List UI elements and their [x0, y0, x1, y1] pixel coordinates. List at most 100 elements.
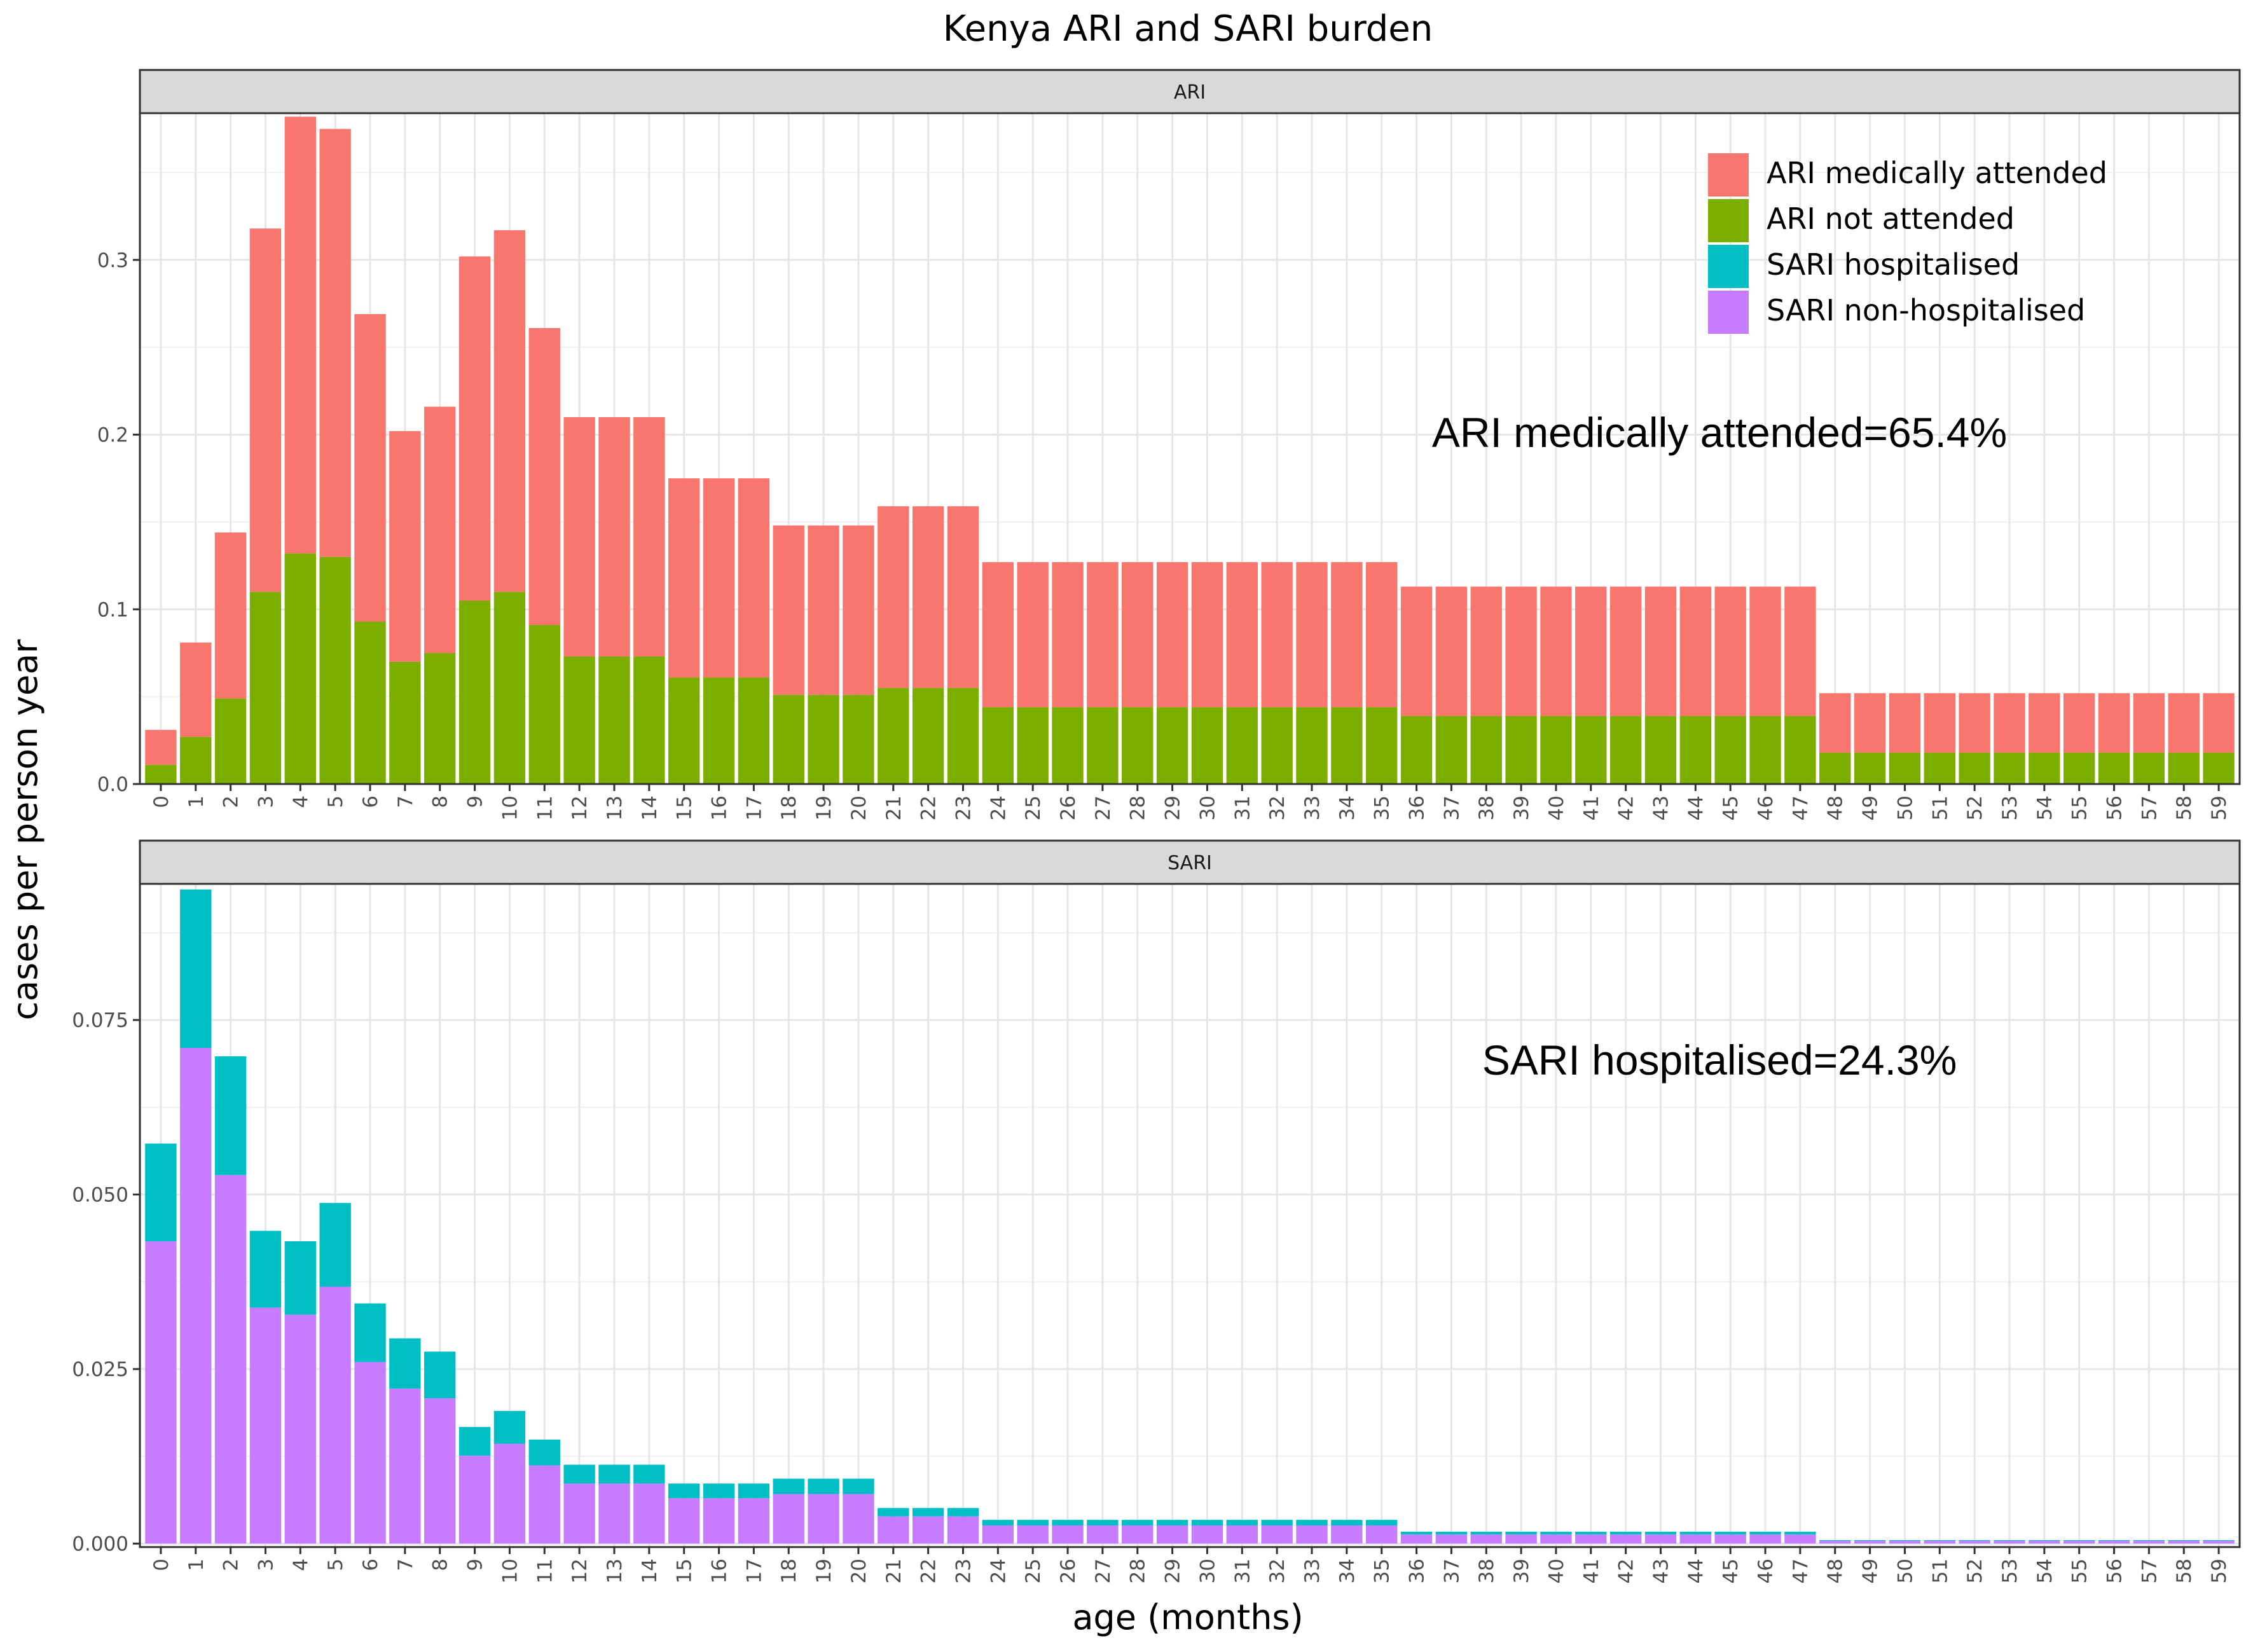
x-tick-label: 6 — [359, 795, 382, 808]
x-tick-label: 23 — [952, 1559, 975, 1583]
bar-sari-non-hospitalised-55 — [2064, 1541, 2095, 1544]
legend-key-ari-medically-attended — [1708, 153, 1749, 196]
legend-key-sari-hospitalised — [1708, 245, 1749, 288]
bar-sari-non-hospitalised-23 — [947, 1516, 979, 1544]
bar-sari-hospitalised-35 — [1365, 1520, 1398, 1525]
bar-ari-not-attended-4 — [284, 553, 316, 784]
bar-ari-medically-attended-0 — [145, 729, 177, 765]
legend-key-ari-not-attended — [1708, 199, 1749, 242]
x-tick-label: 8 — [429, 1559, 452, 1571]
x-tick-label: 10 — [499, 1559, 521, 1583]
x-tick-label: 3 — [254, 795, 277, 808]
bar-ari-not-attended-5 — [319, 556, 351, 784]
x-tick-label: 11 — [534, 795, 556, 820]
bar-ari-not-attended-49 — [1854, 752, 1886, 784]
x-tick-label: 18 — [778, 1559, 801, 1583]
bar-sari-hospitalised-38 — [1470, 1531, 1502, 1535]
bar-ari-not-attended-53 — [1994, 752, 2025, 784]
x-tick-label: 17 — [743, 795, 766, 820]
legend-label: SARI hospitalised — [1767, 247, 2020, 282]
bar-ari-not-attended-50 — [1889, 752, 1921, 784]
x-tick-label: 59 — [2208, 1559, 2231, 1583]
bar-ari-medically-attended-10 — [493, 230, 526, 592]
bar-ari-not-attended-41 — [1575, 715, 1607, 784]
bar-sari-non-hospitalised-5 — [319, 1286, 351, 1544]
bar-sari-hospitalised-6 — [354, 1303, 386, 1363]
x-tick-label: 0 — [150, 1559, 173, 1571]
x-tick-label: 10 — [499, 795, 521, 820]
y-axis-label: cases per person year — [5, 639, 45, 1021]
bar-sari-hospitalised-14 — [633, 1464, 665, 1484]
bar-ari-not-attended-58 — [2168, 752, 2200, 784]
bar-ari-not-attended-3 — [249, 591, 282, 784]
bar-sari-non-hospitalised-51 — [1924, 1541, 1955, 1544]
bar-sari-hospitalised-58 — [2168, 1540, 2200, 1541]
bar-ari-not-attended-35 — [1365, 707, 1398, 784]
bar-sari-non-hospitalised-17 — [738, 1498, 770, 1544]
bar-ari-medically-attended-32 — [1261, 562, 1293, 708]
bar-ari-medically-attended-24 — [982, 562, 1014, 708]
bar-ari-medically-attended-8 — [424, 406, 456, 653]
x-tick-label: 36 — [1406, 795, 1429, 820]
x-tick-label: 13 — [603, 1559, 626, 1583]
bar-sari-hospitalised-50 — [1889, 1540, 1921, 1541]
bar-sari-non-hospitalised-40 — [1540, 1534, 1572, 1544]
bar-ari-medically-attended-40 — [1540, 586, 1572, 716]
bar-ari-not-attended-10 — [493, 591, 526, 784]
x-tick-label: 0 — [150, 795, 173, 808]
bar-ari-medically-attended-14 — [633, 417, 665, 657]
x-tick-label: 33 — [1301, 795, 1324, 820]
x-tick-label: 38 — [1475, 795, 1498, 820]
bar-ari-medically-attended-23 — [947, 506, 979, 688]
x-tick-label: 21 — [883, 1559, 906, 1583]
bar-ari-medically-attended-22 — [912, 506, 944, 688]
x-tick-label: 7 — [394, 795, 417, 808]
bar-ari-medically-attended-51 — [1924, 693, 1955, 753]
x-tick-label: 5 — [324, 1559, 347, 1571]
bar-ari-not-attended-13 — [598, 656, 630, 784]
bar-sari-non-hospitalised-0 — [145, 1241, 177, 1544]
bar-sari-non-hospitalised-37 — [1435, 1534, 1468, 1544]
bar-sari-non-hospitalised-8 — [424, 1398, 456, 1544]
legend-key-sari-non-hospitalised — [1708, 291, 1749, 334]
bar-ari-medically-attended-30 — [1191, 562, 1223, 708]
bar-sari-non-hospitalised-2 — [214, 1174, 247, 1544]
bar-sari-hospitalised-21 — [878, 1508, 909, 1517]
bar-ari-not-attended-36 — [1400, 715, 1433, 784]
bar-sari-hospitalised-0 — [145, 1143, 177, 1242]
bar-sari-hospitalised-30 — [1191, 1520, 1223, 1525]
x-tick-label: 51 — [1929, 795, 1952, 820]
x-tick-label: 16 — [708, 795, 731, 820]
bar-ari-medically-attended-15 — [668, 478, 700, 678]
bar-sari-hospitalised-54 — [2029, 1540, 2060, 1541]
x-tick-label: 42 — [1615, 1559, 1638, 1583]
panel-border — [139, 112, 2241, 785]
x-tick-label: 46 — [1754, 795, 1777, 820]
x-tick-label: 11 — [534, 1559, 556, 1583]
bar-sari-non-hospitalised-49 — [1854, 1541, 1886, 1544]
bar-ari-not-attended-20 — [843, 694, 874, 784]
x-tick-label: 56 — [2104, 795, 2126, 820]
bar-sari-non-hospitalised-7 — [389, 1388, 421, 1544]
bar-sari-hospitalised-40 — [1540, 1531, 1572, 1535]
bar-sari-non-hospitalised-12 — [563, 1483, 595, 1544]
bar-ari-medically-attended-54 — [2029, 693, 2060, 753]
bar-ari-medically-attended-52 — [1959, 693, 1990, 753]
bar-ari-medically-attended-36 — [1400, 586, 1433, 716]
x-tick-label: 47 — [1789, 795, 1812, 820]
bar-sari-non-hospitalised-1 — [180, 1048, 212, 1544]
x-tick-label: 51 — [1929, 1559, 1952, 1583]
bar-sari-hospitalised-47 — [1784, 1531, 1816, 1535]
x-tick-label: 32 — [1266, 795, 1289, 820]
bar-sari-non-hospitalised-42 — [1609, 1534, 1642, 1544]
bar-ari-medically-attended-42 — [1609, 586, 1642, 716]
chart-title: Kenya ARI and SARI burden — [943, 8, 1433, 50]
legend-label: SARI non-hospitalised — [1767, 293, 2085, 327]
bar-sari-hospitalised-19 — [808, 1478, 839, 1494]
bar-ari-not-attended-42 — [1609, 715, 1642, 784]
bars — [145, 116, 2235, 784]
bar-ari-medically-attended-13 — [598, 417, 630, 657]
bar-ari-not-attended-0 — [145, 764, 177, 784]
bar-ari-not-attended-15 — [668, 677, 700, 784]
